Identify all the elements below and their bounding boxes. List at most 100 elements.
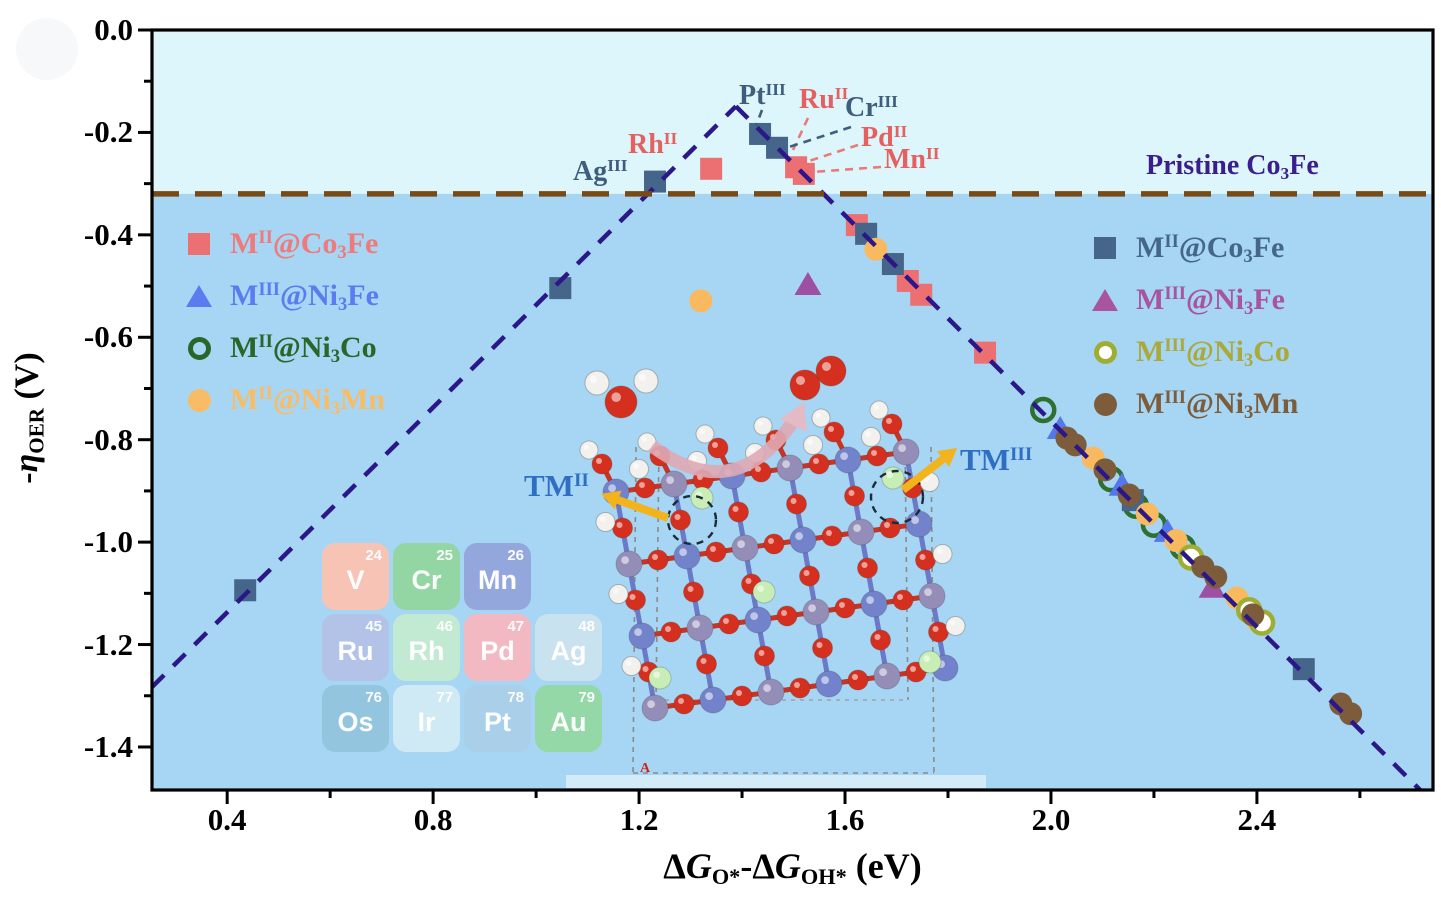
point-label-AgIII: AgIII: [573, 155, 628, 187]
atomic-number: 45: [365, 618, 382, 635]
annotation-leader-MnII: [811, 165, 882, 174]
atom-highlight: [936, 548, 943, 555]
marker-square: [234, 579, 257, 602]
legend-marker-shape: [1094, 237, 1116, 259]
atom-highlight: [700, 658, 707, 664]
atomic-number: 78: [507, 689, 524, 706]
atom-highlight: [932, 626, 939, 632]
legend-marker-shape: [186, 285, 212, 307]
atom: [789, 526, 817, 554]
periodic-tile-ir: 77 Ir: [393, 685, 460, 752]
marker-circle: [1117, 483, 1141, 507]
y-tick-label: -1.2: [83, 626, 133, 662]
y-axis-title: -ηOER (V): [8, 352, 49, 484]
atom: [815, 355, 847, 387]
atom-highlight: [886, 471, 893, 479]
atom: [754, 645, 775, 667]
atom-highlight: [652, 554, 658, 560]
atom: [608, 584, 629, 604]
atom: [892, 438, 920, 466]
y-tick-label: 0.0: [94, 12, 133, 47]
atom-highlight: [665, 626, 671, 632]
atom-highlight: [839, 602, 845, 608]
atom-highlight: [749, 447, 756, 453]
open-circle-icon: [182, 336, 216, 360]
atomic-number: 79: [578, 689, 595, 706]
atom: [670, 509, 691, 531]
atom: [673, 693, 695, 715]
periodic-tile-pd: 47 Pd: [464, 614, 531, 681]
atom: [879, 517, 901, 539]
atom: [629, 459, 649, 479]
atom-highlight: [910, 666, 916, 672]
atom: [633, 368, 659, 394]
atom: [731, 534, 759, 562]
x-tick-label: 0.4: [207, 802, 247, 837]
marker-square: [644, 170, 667, 193]
atom-highlight: [589, 375, 598, 383]
atom: [634, 477, 656, 499]
atom: [815, 670, 843, 698]
atom-highlight: [612, 588, 619, 595]
marker-square: [1292, 658, 1315, 681]
legend-right-item-1: MIII@Ni3Fe: [1088, 274, 1298, 326]
unit-cell-edge: [655, 446, 660, 701]
legend-marker-shape: [1092, 289, 1118, 311]
point-label-RuII: RuII: [799, 83, 849, 115]
periodic-tile-mn: 26 Mn: [464, 543, 531, 610]
circle-icon: [1088, 392, 1122, 416]
y-tick-label: -1.4: [83, 728, 133, 764]
atom-highlight: [886, 418, 892, 424]
legend-right-item-2: MIII@Ni3Co: [1088, 326, 1298, 378]
atom-highlight: [712, 442, 718, 448]
triangle-icon: [182, 285, 216, 307]
x-tick-label: 2.0: [1031, 802, 1071, 837]
atom-highlight: [865, 431, 872, 437]
water-molecule: [584, 368, 659, 419]
atom: [857, 557, 878, 579]
legend-label: MII@Ni3Mn: [230, 383, 386, 420]
element-symbol: Rh: [408, 636, 445, 666]
tm-ii-site-circle: [666, 494, 718, 546]
atom: [866, 445, 888, 467]
atom-highlight: [629, 594, 636, 600]
atom: [873, 662, 901, 690]
element-symbol: Ir: [417, 707, 436, 737]
atom-highlight: [871, 450, 877, 456]
atom: [892, 589, 914, 611]
legend-label: MIII@Ni3Fe: [1136, 283, 1285, 320]
atom: [696, 653, 717, 675]
reaction-arrow-head: [780, 402, 807, 432]
atom-highlight: [674, 514, 681, 520]
atom: [728, 501, 749, 523]
atom-highlight: [897, 594, 903, 600]
atom: [918, 650, 942, 674]
atom: [811, 408, 831, 428]
element-symbol: Pd: [480, 636, 515, 666]
atom-highlight: [647, 700, 655, 708]
atomic-number: 24: [365, 547, 382, 564]
legend-label: MII@Co3Fe: [1136, 231, 1285, 268]
legend-label: MIII@Ni3Mn: [1136, 387, 1299, 424]
atom-highlight: [923, 655, 930, 662]
atom: [604, 385, 638, 419]
atom-highlight: [884, 522, 890, 528]
element-symbol: Cr: [411, 565, 442, 595]
element-symbol: Os: [337, 707, 374, 737]
atom-highlight: [755, 466, 761, 472]
point-label-MnII: MnII: [884, 143, 940, 175]
legend-marker-shape: [1093, 340, 1117, 364]
atom-highlight: [911, 516, 919, 524]
atom-highlight: [732, 506, 739, 512]
square-icon: [1088, 237, 1122, 259]
structure-base-strip: [566, 775, 986, 788]
atom-highlight: [723, 618, 729, 624]
legend-marker-shape: [188, 233, 210, 255]
atom: [584, 370, 610, 396]
atom-highlight: [822, 362, 831, 371]
element-symbol: Pt: [484, 707, 511, 737]
atom: [776, 454, 804, 482]
atom: [673, 542, 701, 570]
atom-highlight: [840, 452, 848, 460]
periodic-tile-rh: 46 Rh: [393, 614, 460, 681]
